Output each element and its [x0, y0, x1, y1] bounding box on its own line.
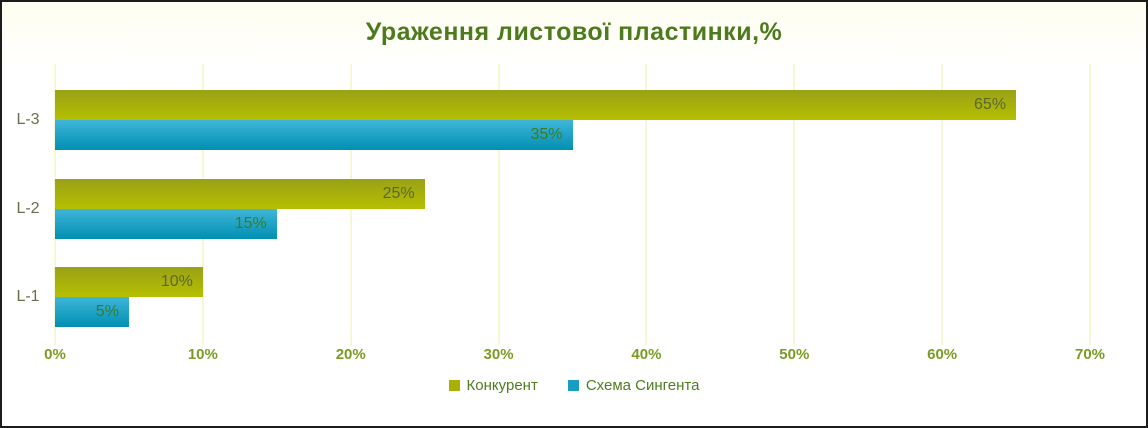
gridline [941, 64, 944, 345]
chart-title: Ураження листової пластинки,% [365, 18, 783, 46]
legend-item-1: Конкурент [448, 377, 538, 394]
legend-swatch-icon [567, 380, 579, 391]
x-axis: 0% 10% 20% 30% 40% 50% 60% 70% [44, 346, 1105, 366]
bar-value-label: 5% [95, 303, 119, 320]
legend-label: Схема Сингента [585, 377, 700, 394]
gridline [645, 64, 648, 345]
bar-value-label: 35% [530, 126, 563, 143]
x-tick-label: 70% [1074, 346, 1106, 363]
x-tick-label: 60% [927, 346, 958, 363]
x-tick-label: 20% [335, 346, 366, 363]
bar-l-2-series-2: 15% [55, 208, 277, 239]
bar-value-label: 15% [234, 214, 267, 232]
bar-l-2-series-1: 25% [55, 178, 425, 209]
bar-value-label: 65% [974, 96, 1007, 113]
legend: Конкурент Схема Сингента [2, 377, 1146, 394]
x-tick-label: 0% [44, 346, 66, 363]
gridline [793, 64, 796, 345]
x-tick-label: 50% [779, 346, 810, 363]
bar-l-3-series-1: 65% [55, 90, 1017, 120]
plot-area: 65% 35% 25% 15% 10% 5% [54, 64, 1091, 345]
category-label-l-3: L-3 [16, 111, 40, 128]
bar-value-label: 10% [160, 273, 193, 290]
legend-swatch-icon [448, 380, 460, 391]
bar-l-1-series-2: 5% [55, 297, 129, 327]
x-tick-label: 40% [631, 346, 662, 363]
legend-label: Конкурент [466, 377, 538, 394]
category-label-l-2: L-2 [16, 199, 40, 217]
legend-item-2: Схема Сингента [567, 377, 700, 394]
bar-value-label: 25% [382, 184, 415, 202]
bar-l-1-series-1: 10% [55, 267, 203, 297]
gridline [1089, 64, 1091, 345]
x-tick-label: 10% [187, 346, 218, 363]
gridline [497, 64, 500, 345]
category-label-l-1: L-1 [16, 288, 40, 305]
bar-l-3-series-2: 35% [55, 120, 573, 150]
x-tick-label: 30% [483, 346, 514, 363]
